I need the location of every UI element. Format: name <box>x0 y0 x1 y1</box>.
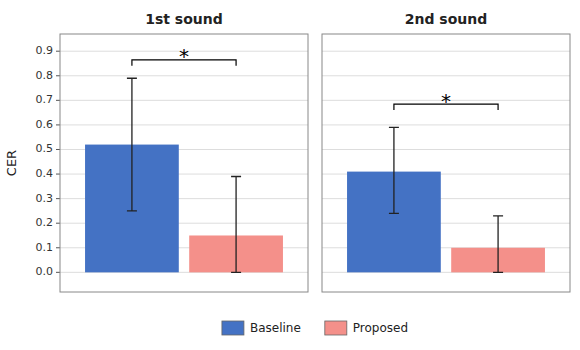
chart: 0.00.10.20.30.40.50.60.70.80.9BaselinePr… <box>0 0 580 350</box>
error-bar-path <box>231 177 241 273</box>
error-bar-path <box>493 216 503 273</box>
legend-label: Proposed <box>353 321 408 335</box>
marks: BaselineProposed <box>85 60 283 273</box>
grid-line <box>322 75 570 76</box>
tick-mark <box>56 247 60 248</box>
tick-label: 0.7 <box>36 93 54 106</box>
annotation: * <box>441 89 451 113</box>
tick-label: 0.1 <box>36 241 54 254</box>
tick-mark <box>56 100 60 101</box>
panel: BaselineProposed* 2nd sound <box>322 11 570 292</box>
tick-label: 0.0 <box>36 265 54 278</box>
tick-mark <box>56 124 60 125</box>
legend-swatch <box>325 321 347 335</box>
error-bar <box>389 127 399 213</box>
tick-label: 0.2 <box>36 216 54 229</box>
tick-label: 0.8 <box>36 69 54 82</box>
error-bar-path <box>127 78 137 211</box>
panel: 0.0 0.1 0.2 0.3 0.4 0.5 0.6 0.7 0.8 0.9 BaselinePr… <box>4 11 308 292</box>
annotation: * <box>179 44 189 68</box>
legend-label: Baseline <box>250 321 301 335</box>
plot-frame <box>60 34 308 292</box>
grid-line <box>322 124 570 125</box>
tick-mark <box>56 149 60 150</box>
legend-item: Proposed <box>325 321 408 336</box>
tick-mark <box>56 272 60 273</box>
error-bar <box>493 216 503 273</box>
plot-frame <box>322 34 570 292</box>
tick-label: 0.3 <box>36 192 54 205</box>
tick-mark <box>56 75 60 76</box>
grid-line <box>60 124 308 125</box>
marks: BaselineProposed <box>347 104 545 272</box>
tick-mark <box>56 174 60 175</box>
grid-line <box>60 100 308 101</box>
tick-mark <box>56 198 60 199</box>
y-axis-label: CER <box>4 150 19 176</box>
tick-label: 0.5 <box>36 142 54 155</box>
legend: Baseline Proposed <box>222 321 408 336</box>
grid-line <box>322 51 570 52</box>
legend-item: Baseline <box>222 321 301 336</box>
error-bar <box>231 177 241 273</box>
title: 1st sound <box>145 11 223 27</box>
tick-label: 0.4 <box>36 167 54 180</box>
tick-mark <box>56 51 60 52</box>
error-bar-path <box>389 127 399 213</box>
grid-line <box>322 149 570 150</box>
tick-label: 0.9 <box>36 44 54 57</box>
title: 2nd sound <box>405 11 488 27</box>
tick-label: 0.6 <box>36 118 54 131</box>
tick-mark <box>56 223 60 224</box>
error-bar <box>127 78 137 211</box>
grid-line <box>60 75 308 76</box>
legend-swatch <box>222 321 244 335</box>
